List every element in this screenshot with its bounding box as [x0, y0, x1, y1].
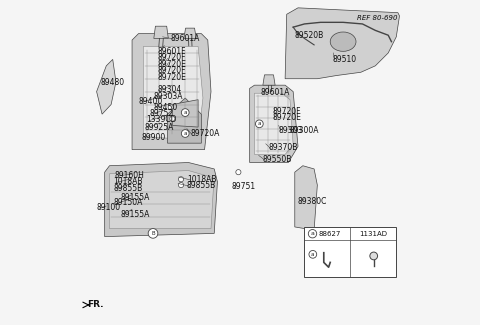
- Text: 89550B: 89550B: [263, 155, 292, 164]
- Text: 89720F: 89720F: [272, 107, 301, 116]
- Circle shape: [168, 105, 173, 110]
- Text: B: B: [151, 231, 155, 236]
- Text: 89855B: 89855B: [187, 181, 216, 190]
- Text: 89370B: 89370B: [269, 144, 299, 152]
- Text: a: a: [183, 131, 187, 136]
- Circle shape: [148, 228, 158, 238]
- Bar: [304, 227, 396, 277]
- Text: 89155A: 89155A: [121, 210, 150, 218]
- Polygon shape: [172, 100, 198, 127]
- Text: 1131AD: 1131AD: [360, 231, 387, 237]
- Text: 89160H: 89160H: [114, 171, 144, 180]
- Polygon shape: [96, 59, 116, 114]
- Text: 89100: 89100: [96, 203, 121, 212]
- Text: 89601A: 89601A: [171, 34, 200, 43]
- Text: 89450: 89450: [154, 103, 178, 111]
- Circle shape: [370, 252, 378, 260]
- Text: 89751: 89751: [232, 182, 256, 191]
- Text: a: a: [258, 121, 261, 126]
- Circle shape: [308, 229, 317, 238]
- Text: 89720E: 89720E: [158, 72, 187, 82]
- Circle shape: [255, 120, 263, 128]
- Text: 88627: 88627: [319, 231, 341, 237]
- Text: 89380C: 89380C: [298, 197, 327, 206]
- Text: 89480: 89480: [101, 78, 125, 87]
- Text: 89900: 89900: [142, 133, 166, 142]
- Polygon shape: [285, 8, 399, 79]
- Polygon shape: [250, 85, 298, 162]
- Text: 89304: 89304: [158, 85, 182, 95]
- Text: 89855B: 89855B: [113, 184, 143, 193]
- Text: 89510: 89510: [332, 55, 356, 64]
- Polygon shape: [295, 166, 317, 230]
- Text: FR.: FR.: [87, 300, 104, 309]
- Text: 89720F: 89720F: [158, 66, 186, 75]
- Text: 89300A: 89300A: [290, 126, 320, 135]
- Text: 1018AB: 1018AB: [187, 175, 216, 184]
- Text: 89720F: 89720F: [158, 53, 186, 62]
- Circle shape: [236, 170, 241, 175]
- Polygon shape: [154, 26, 168, 38]
- Text: 89720A: 89720A: [190, 129, 219, 138]
- Text: a: a: [311, 231, 314, 236]
- Text: 89720E: 89720E: [158, 60, 187, 69]
- Text: 1339CD: 1339CD: [146, 115, 177, 124]
- Circle shape: [309, 251, 317, 258]
- Polygon shape: [168, 98, 201, 143]
- Text: 89303A: 89303A: [154, 92, 183, 101]
- Text: a: a: [311, 252, 314, 257]
- Circle shape: [179, 177, 184, 182]
- Polygon shape: [144, 46, 203, 140]
- Text: 89720E: 89720E: [272, 113, 301, 122]
- Text: 89303: 89303: [279, 126, 303, 135]
- Polygon shape: [132, 33, 211, 150]
- Text: a: a: [183, 110, 187, 115]
- Circle shape: [170, 116, 175, 121]
- Polygon shape: [254, 93, 293, 154]
- Polygon shape: [263, 75, 275, 85]
- Text: 89155A: 89155A: [121, 193, 150, 202]
- Text: 89520B: 89520B: [295, 32, 324, 40]
- Polygon shape: [184, 28, 196, 38]
- Text: 89925A: 89925A: [145, 123, 174, 132]
- Text: 89400: 89400: [139, 97, 163, 106]
- Ellipse shape: [330, 32, 356, 51]
- Polygon shape: [105, 162, 217, 237]
- Text: REF 80-690: REF 80-690: [357, 15, 397, 20]
- Circle shape: [181, 109, 189, 116]
- Text: 89601A: 89601A: [261, 88, 290, 97]
- Polygon shape: [109, 171, 214, 228]
- Text: 89752: 89752: [150, 109, 174, 118]
- Circle shape: [181, 130, 189, 137]
- Text: 89601F: 89601F: [158, 47, 186, 56]
- Text: 1018AB: 1018AB: [113, 177, 143, 186]
- Circle shape: [179, 182, 184, 188]
- Text: 89150A: 89150A: [114, 198, 143, 207]
